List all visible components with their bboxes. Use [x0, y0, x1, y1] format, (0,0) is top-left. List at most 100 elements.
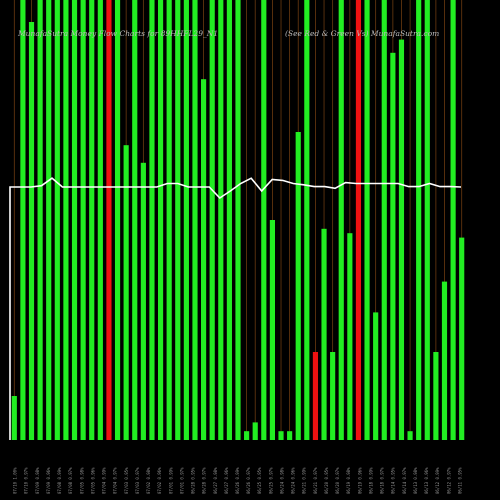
bar: [114, 0, 121, 440]
x-tick-label: 07/03 0.95%: [124, 467, 129, 494]
chart-title-right: (See Red & Green Vs) MunafaSutra.com: [285, 29, 440, 38]
bar: [157, 0, 164, 440]
bar: [46, 0, 52, 440]
bar: [192, 0, 198, 440]
x-tick-label: 06/12 0.99%: [435, 467, 440, 494]
bar: [80, 0, 86, 440]
bar: [54, 0, 60, 440]
bar: [321, 228, 327, 440]
bar: [183, 0, 189, 440]
bar: [355, 0, 362, 440]
x-tick-label: 06/11 0.95%: [457, 467, 462, 494]
chart-title-left: MunafaSutra Money Flow Charts for 89HHFL…: [18, 29, 219, 38]
bar: [71, 0, 78, 440]
bar: [287, 431, 293, 440]
bar: [433, 352, 439, 440]
bar: [175, 0, 181, 440]
bar: [347, 233, 353, 440]
bar: [269, 220, 275, 440]
bar: [381, 0, 387, 440]
x-tick-label: 06/21 0.97%: [313, 467, 318, 494]
x-tick-label: 06/26 0.99%: [235, 467, 240, 494]
x-tick-label: 06/27 0.96%: [224, 467, 229, 494]
bar: [235, 0, 241, 440]
bar: [330, 352, 336, 440]
x-tick-label: 06/13 0.96%: [424, 467, 429, 494]
bar: [89, 0, 95, 440]
x-tick-label: 06/25 0.95%: [257, 467, 262, 494]
bar: [106, 0, 112, 440]
x-tick-label: 06/20 0.97%: [335, 467, 340, 494]
bar: [459, 237, 465, 440]
bar: [28, 22, 35, 440]
x-tick-label: 06/26 0.97%: [246, 467, 251, 494]
bar: [390, 52, 396, 441]
bar: [338, 0, 344, 440]
bar: [244, 431, 250, 440]
bar: [416, 0, 422, 440]
x-tick-label: 06/19 0.98%: [346, 467, 351, 494]
bar: [364, 0, 370, 440]
x-tick-label: 06/28 0.95%: [191, 467, 196, 494]
x-tick-label: 06/25 0.97%: [268, 467, 273, 494]
x-tick-label: 06/19 0.96%: [357, 467, 362, 494]
x-axis-tick-labels: 07/10 1.00% 07/10 0.97% 07/09 0.98% 07/09 0…: [13, 467, 463, 494]
bar: [226, 0, 232, 440]
x-tick-label: 07/05 0.96%: [90, 467, 95, 494]
x-tick-label: 06/27 0.98%: [213, 467, 218, 494]
bar: [261, 0, 267, 440]
x-tick-label: 06/14 0.97%: [402, 467, 407, 494]
x-tick-label: 06/24 0.98%: [279, 467, 284, 494]
bar: [149, 0, 155, 440]
bar: [166, 0, 172, 440]
bars: [11, 0, 465, 441]
bar: [63, 0, 69, 440]
bar: [373, 312, 379, 440]
x-tick-label: 06/14 0.95%: [391, 467, 396, 494]
bar: [218, 0, 224, 440]
bar: [37, 0, 43, 440]
x-tick-label: 06/18 0.97%: [380, 467, 385, 494]
x-tick-label: 06/20 0.95%: [324, 467, 329, 494]
bar: [407, 431, 413, 440]
bar: [312, 352, 319, 440]
bar: [11, 396, 17, 440]
bar: [252, 422, 258, 440]
bar: [20, 0, 26, 440]
bar: [450, 0, 456, 440]
x-tick-label: 06/12 0.97%: [446, 467, 451, 494]
bar: [123, 145, 129, 440]
x-tick-label: 07/03 0.97%: [135, 467, 140, 494]
bar: [132, 0, 138, 440]
bar: [304, 0, 310, 440]
bar: [140, 162, 146, 441]
x-tick-label: 07/08 0.99%: [57, 467, 62, 494]
bar: [295, 132, 301, 440]
x-tick-label: 06/21 0.99%: [302, 467, 307, 494]
x-tick-label: 07/04 0.99%: [102, 467, 107, 494]
bar: [424, 0, 430, 440]
flow-line: [9, 177, 462, 440]
x-tick-label: 07/08 0.97%: [68, 467, 73, 494]
bar: [441, 281, 448, 440]
bar: [398, 39, 405, 440]
x-tick-label: 06/28 0.97%: [202, 467, 207, 494]
x-tick-label: 07/05 0.98%: [79, 467, 84, 494]
x-tick-label: 07/10 0.97%: [24, 467, 29, 494]
x-tick-label: 06/18 0.99%: [368, 467, 373, 494]
bar: [97, 0, 103, 440]
flow-line-path: [9, 177, 462, 440]
x-tick-label: 07/02 0.96%: [157, 467, 162, 494]
bar: [209, 0, 215, 440]
x-tick-label: 07/04 0.97%: [113, 467, 118, 494]
bar: [201, 79, 207, 440]
x-tick-label: 07/01 0.97%: [179, 467, 184, 494]
x-tick-label: 07/09 0.96%: [46, 467, 51, 494]
x-tick-label: 07/10 1.00%: [13, 467, 18, 494]
x-tick-label: 07/01 0.99%: [168, 467, 173, 494]
x-tick-label: 07/09 0.98%: [35, 467, 40, 494]
x-tick-label: 06/13 0.98%: [413, 467, 418, 494]
bar: [278, 431, 284, 440]
x-tick-label: 06/24 0.96%: [291, 467, 296, 494]
